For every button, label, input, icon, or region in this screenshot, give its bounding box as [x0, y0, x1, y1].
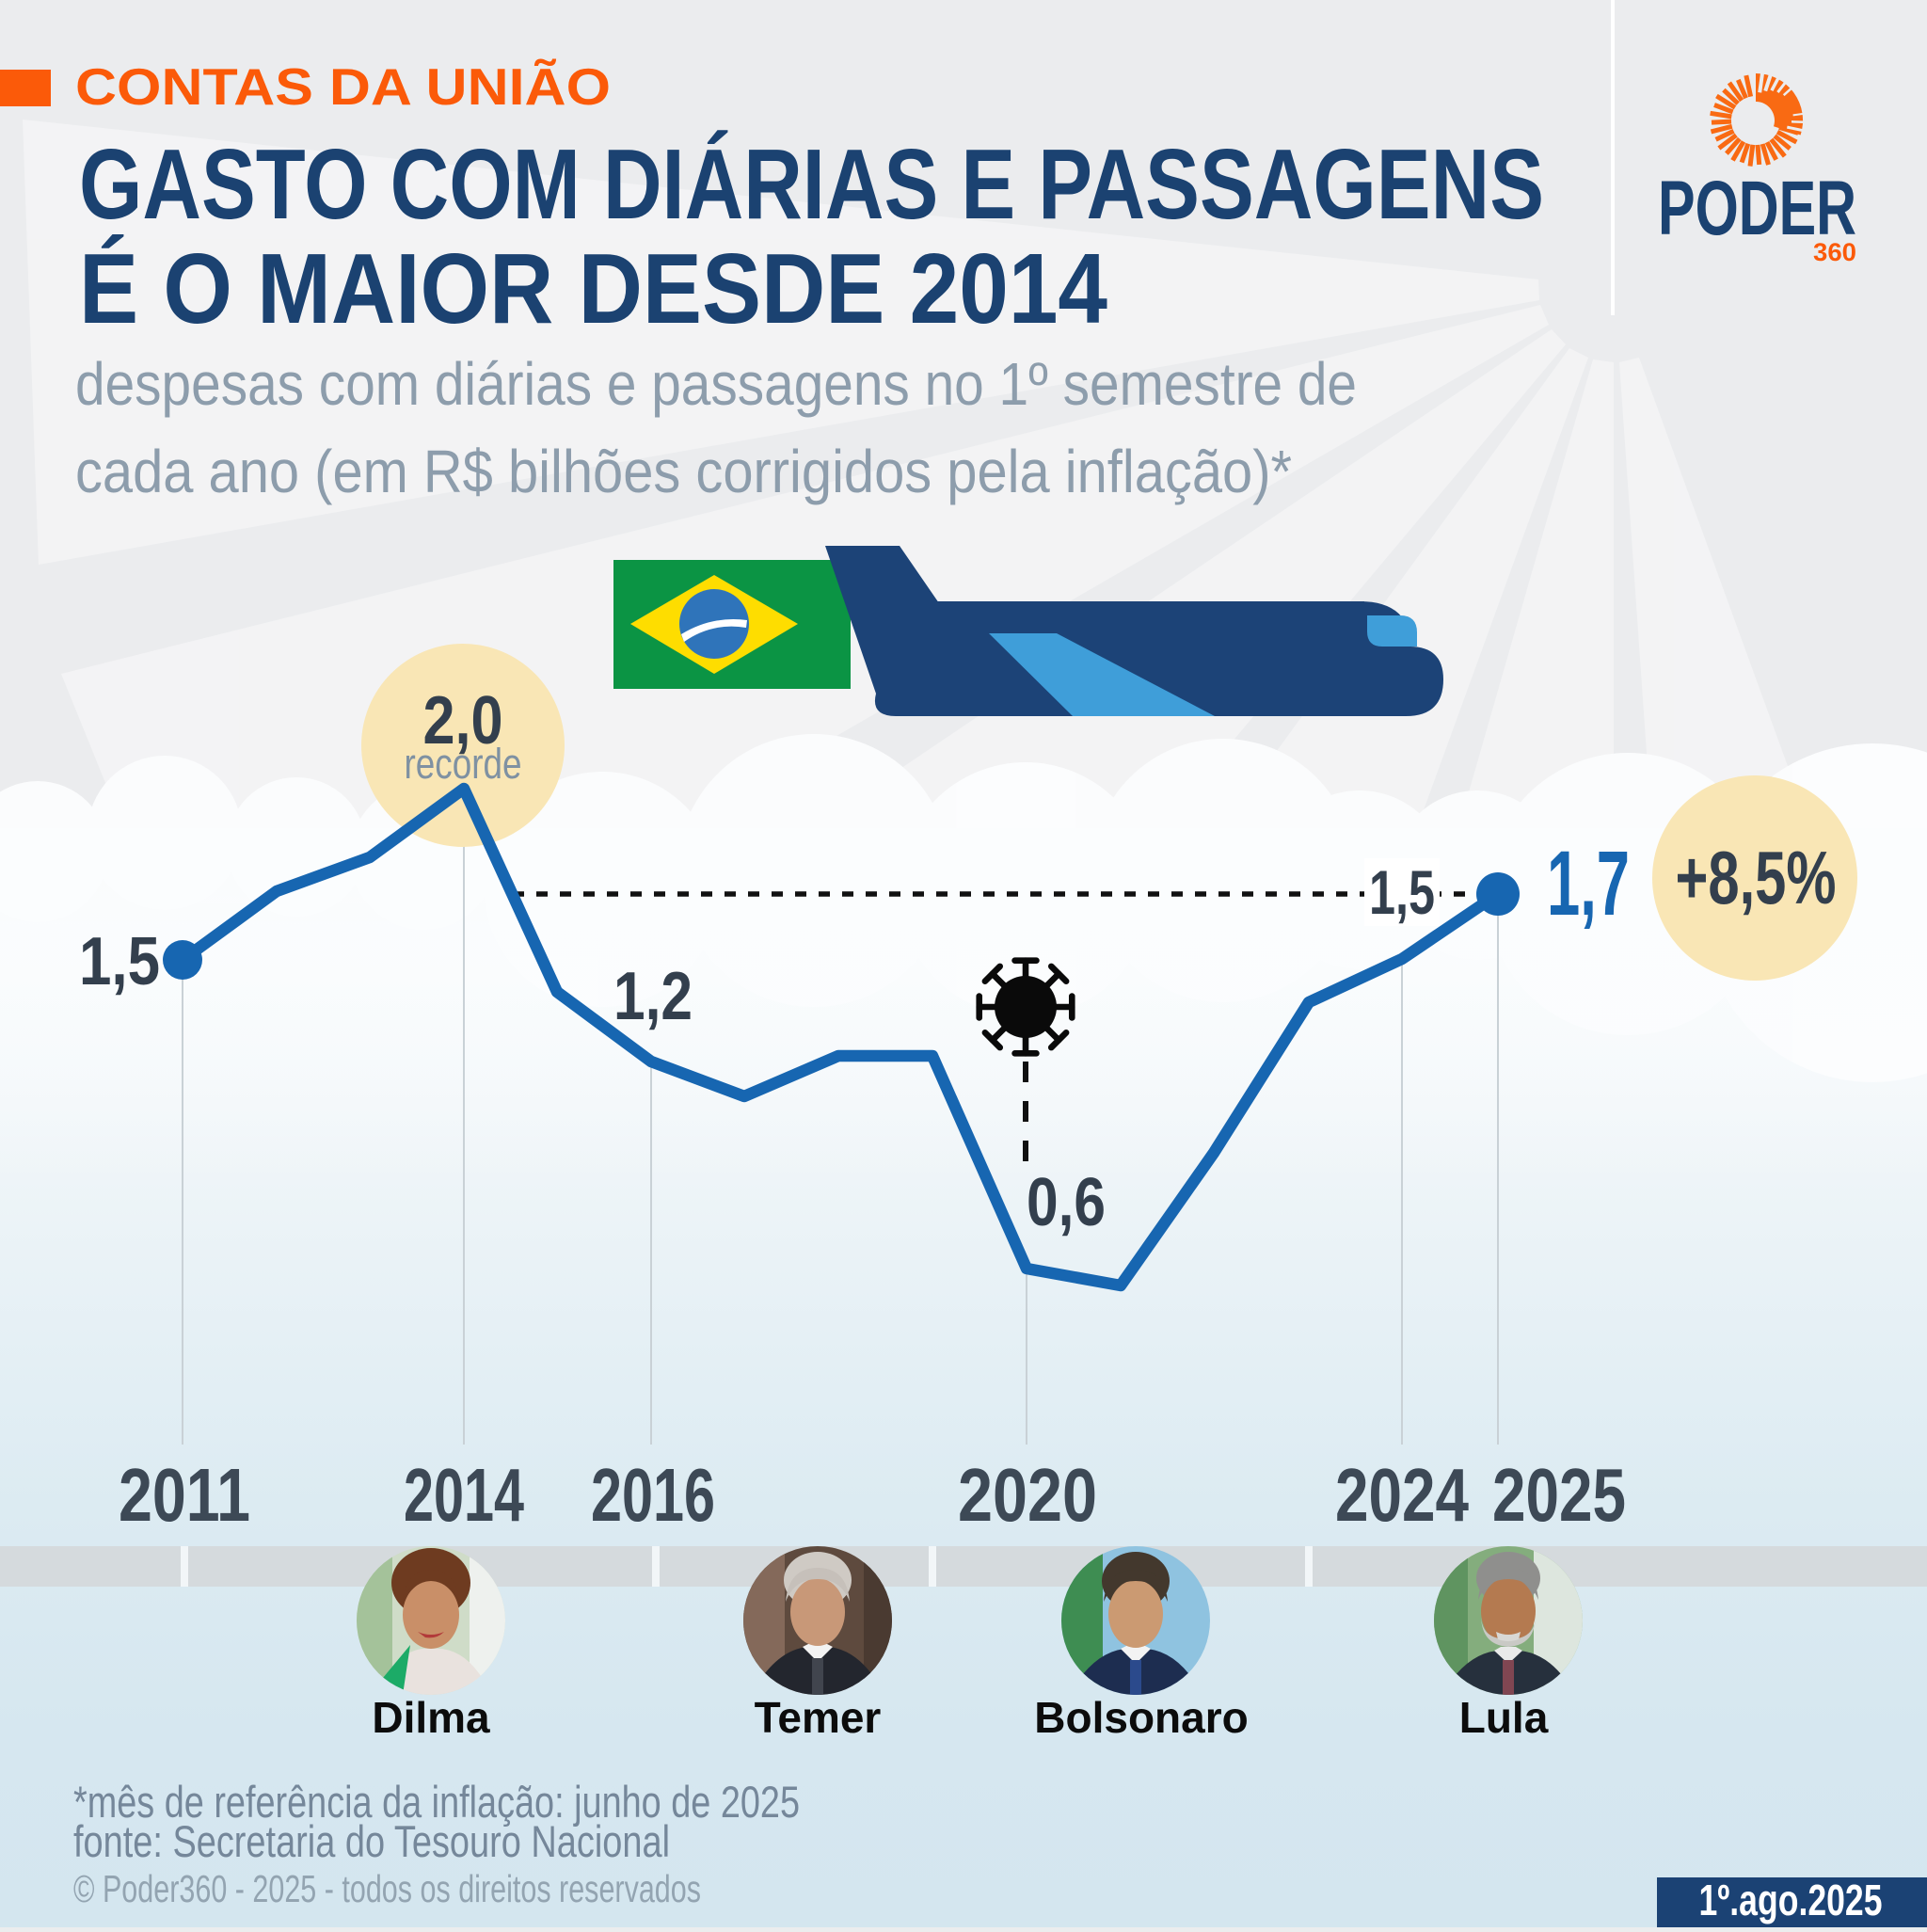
svg-text:Lula: Lula: [1459, 1693, 1549, 1742]
svg-text:2014: 2014: [404, 1453, 524, 1537]
svg-text:1,5: 1,5: [79, 924, 160, 999]
svg-text:despesas com diárias e passage: despesas com diárias e passagens no 1º s…: [75, 350, 1357, 418]
svg-text:Bolsonaro: Bolsonaro: [1034, 1693, 1248, 1742]
svg-text:1,7: 1,7: [1547, 832, 1630, 934]
svg-text:cada ano (em R$ bilhões corrig: cada ano (em R$ bilhões corrigidos pela …: [75, 438, 1292, 505]
svg-text:Temer: Temer: [755, 1693, 882, 1742]
svg-text:PODER: PODER: [1658, 166, 1856, 251]
svg-text:0,6: 0,6: [1027, 1165, 1106, 1240]
svg-text:2020: 2020: [958, 1453, 1097, 1537]
svg-text:1,5: 1,5: [1369, 857, 1435, 927]
svg-text:2011: 2011: [119, 1453, 250, 1537]
svg-text:© Poder360 - 2025 - todos os d: © Poder360 - 2025 - todos os direitos re…: [73, 1867, 701, 1910]
svg-text:É O MAIOR DESDE 2014: É O MAIOR DESDE 2014: [79, 233, 1107, 344]
svg-text:360: 360: [1813, 238, 1856, 266]
svg-text:fonte: Secretaria do Tesouro N: fonte: Secretaria do Tesouro Nacional: [73, 1816, 670, 1866]
svg-text:2024: 2024: [1335, 1453, 1469, 1537]
svg-text:recorde: recorde: [405, 740, 522, 788]
svg-text:2,0: 2,0: [423, 683, 503, 758]
svg-text:+8,5%: +8,5%: [1676, 836, 1837, 919]
svg-text:CONTAS DA UNIÃO: CONTAS DA UNIÃO: [75, 57, 611, 116]
svg-text:Dilma: Dilma: [372, 1693, 490, 1742]
svg-text:*mês de referência da inflação: *mês de referência da inflação: junho de…: [73, 1777, 800, 1827]
svg-text:2025: 2025: [1492, 1453, 1626, 1537]
svg-text:GASTO COM DIÁRIAS E PASSAGENS: GASTO COM DIÁRIAS E PASSAGENS: [79, 129, 1544, 240]
svg-text:2016: 2016: [591, 1453, 715, 1537]
svg-text:1,2: 1,2: [613, 959, 693, 1034]
svg-text:1º.ago.2025: 1º.ago.2025: [1699, 1876, 1883, 1924]
